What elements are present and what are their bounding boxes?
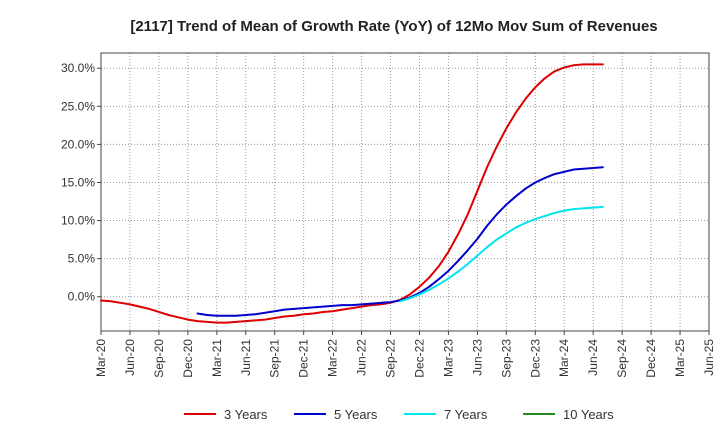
x-tick-label: Mar-23 — [441, 339, 455, 377]
x-tick-label: Mar-22 — [326, 339, 340, 377]
series-line-7-years — [399, 205, 604, 303]
series-lines — [100, 63, 604, 324]
y-tick-label: 5.0% — [68, 252, 96, 266]
x-tick-label: Dec-22 — [412, 339, 426, 378]
x-tick-label: Sep-23 — [499, 339, 513, 378]
x-tick-label: Jun-23 — [470, 339, 484, 376]
x-tick-label: Sep-22 — [384, 339, 398, 378]
y-axis: 0.0% 5.0% 10.0% 15.0% 20.0% 25.0% 30.0% — [61, 61, 101, 304]
plot-border — [100, 52, 710, 332]
x-tick-label: Dec-20 — [181, 339, 195, 378]
x-tick-label: Dec-21 — [297, 339, 311, 378]
y-tick-label: 25.0% — [61, 99, 95, 113]
x-tick-label: Mar-24 — [557, 339, 571, 377]
y-tick-label: 0.0% — [68, 290, 96, 304]
y-tick-label: 10.0% — [61, 214, 95, 228]
y-tick-label: 20.0% — [61, 137, 95, 151]
plot-area — [101, 53, 709, 331]
x-tick-label: Jun-20 — [123, 339, 137, 376]
y-tick-label: 15.0% — [61, 175, 95, 189]
x-tick-label: Jun-25 — [702, 339, 716, 376]
x-tick-label: Dec-24 — [644, 339, 658, 378]
x-tick-label: Jun-21 — [239, 339, 253, 376]
legend-label: 7 Years — [444, 407, 488, 422]
chart-title: [2117] Trend of Mean of Growth Rate (YoY… — [130, 18, 657, 35]
x-tick-label: Jun-24 — [586, 339, 600, 376]
x-tick-label: Mar-21 — [210, 339, 224, 377]
x-tick-label: Dec-23 — [528, 339, 542, 378]
x-tick-label: Mar-25 — [673, 339, 687, 377]
x-axis: Mar-20 Jun-20 Sep-20 Dec-20 Mar-21 Jun-21 Sep-… — [94, 331, 716, 378]
series-line-3-years — [100, 63, 604, 324]
legend: 3 Years 5 Years 7 Years 10 Years — [184, 407, 614, 422]
legend-label: 10 Years — [563, 407, 614, 422]
x-tick-label: Sep-21 — [268, 339, 282, 378]
x-tick-label: Sep-20 — [152, 339, 166, 378]
legend-label: 3 Years — [224, 407, 268, 422]
y-tick-label: 30.0% — [61, 61, 95, 75]
x-tick-label: Mar-20 — [94, 339, 108, 377]
x-tick-label: Jun-22 — [355, 339, 369, 376]
legend-label: 5 Years — [334, 407, 378, 422]
x-tick-label: Sep-24 — [615, 339, 629, 378]
